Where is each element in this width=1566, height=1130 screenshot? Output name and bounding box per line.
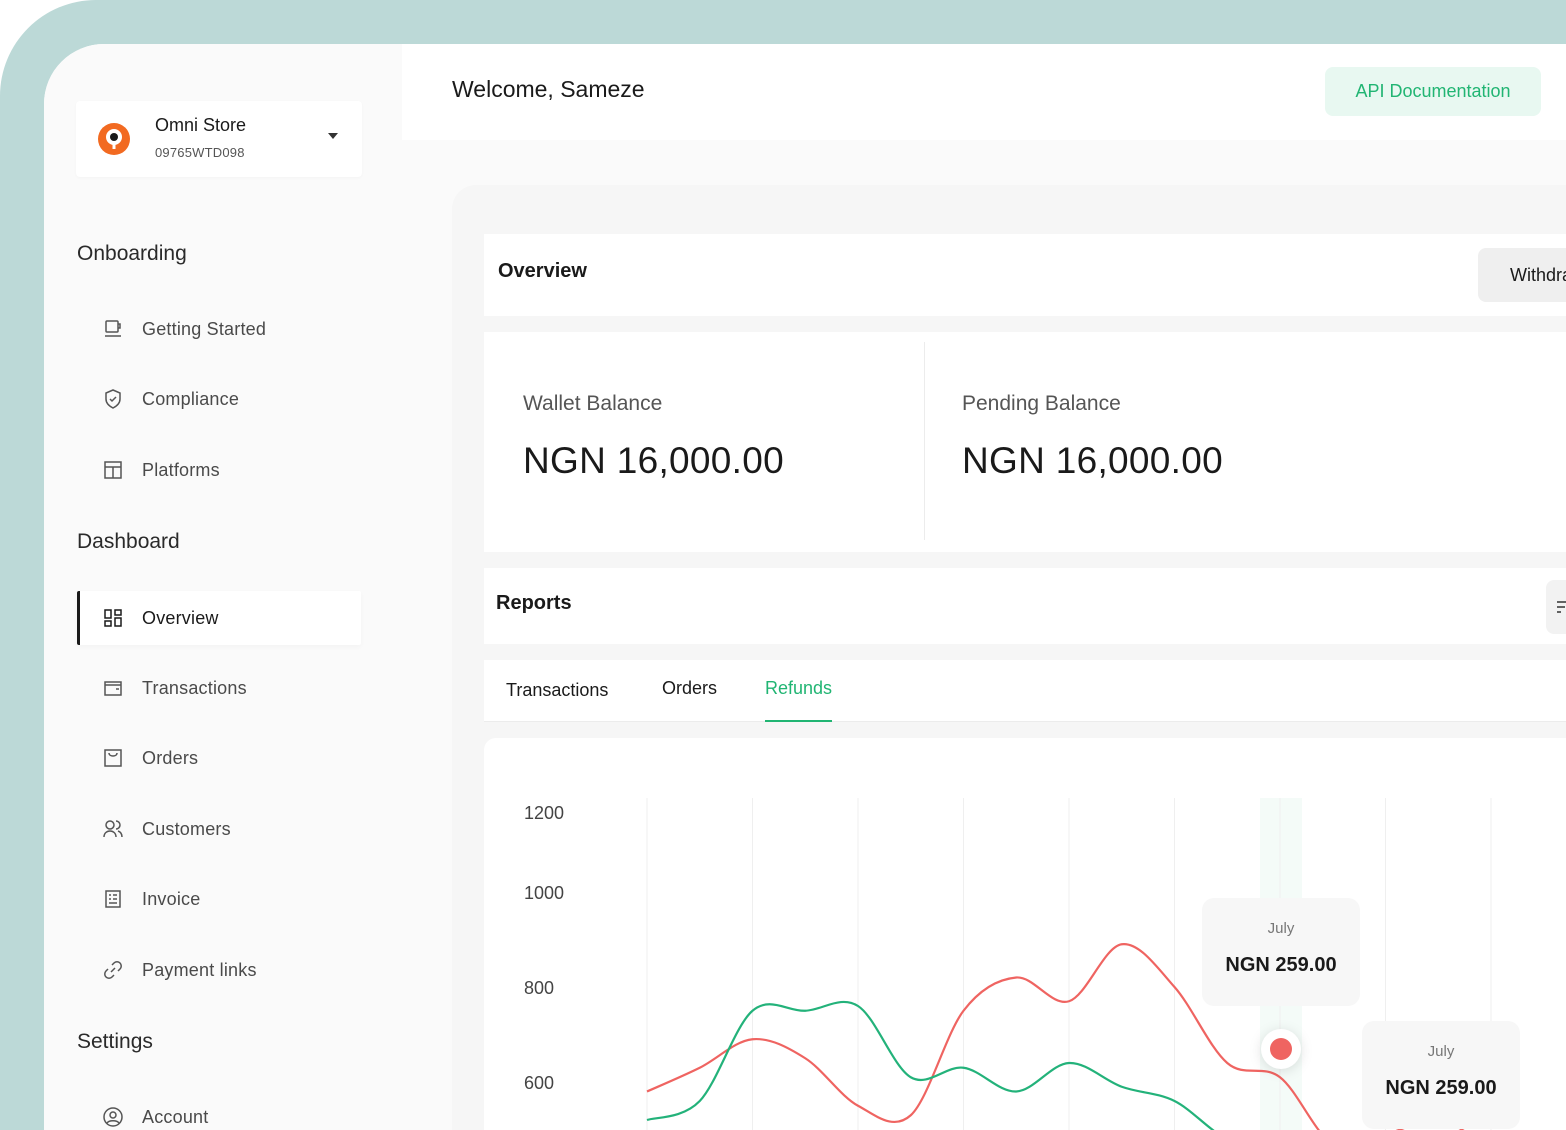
document-icon [101, 887, 125, 911]
sidebar-item-platforms[interactable]: Platforms [77, 443, 361, 497]
wallet-icon [101, 676, 125, 700]
reports-header: Reports [484, 568, 1566, 644]
wallet-balance-label: Wallet Balance [523, 392, 663, 415]
sidebar-item-label: Transactions [142, 677, 247, 698]
y-tick-label: 800 [524, 978, 554, 998]
tooltip-value: NGN 259.00 [1225, 954, 1337, 976]
bag-icon [101, 746, 125, 770]
sidebar-item-invoice[interactable]: Invoice [77, 872, 361, 926]
chart-tooltip: July NGN 259.00 [1362, 1021, 1520, 1129]
divider [924, 342, 925, 540]
section-title-dashboard: Dashboard [77, 530, 180, 553]
section-title-onboarding: Onboarding [77, 242, 187, 265]
filter-button[interactable] [1546, 580, 1566, 634]
sidebar-item-account[interactable]: Account [77, 1090, 361, 1130]
tooltip-value: NGN 259.00 [1385, 1077, 1497, 1099]
series-line-green [646, 1000, 1215, 1130]
highlighted-point[interactable] [1270, 1038, 1292, 1060]
report-tabs: Transactions Orders Refunds [484, 660, 1566, 722]
tooltip-month: July [1427, 1043, 1455, 1060]
overview-title: Overview [498, 260, 587, 282]
pending-balance-label: Pending Balance [962, 392, 1121, 415]
sidebar-item-customers[interactable]: Customers [77, 802, 361, 856]
y-tick-label: 600 [524, 1073, 554, 1093]
store-id: 09765WTD098 [155, 145, 245, 160]
tab-transactions[interactable]: Transactions [506, 680, 609, 700]
cup-icon [101, 317, 125, 341]
users-icon [101, 817, 125, 841]
sidebar-item-getting-started[interactable]: Getting Started [77, 302, 361, 356]
filter-icon [1557, 601, 1566, 613]
pending-balance-value: NGN 16,000.00 [962, 440, 1224, 481]
sidebar-item-label: Invoice [142, 888, 201, 909]
app-screen: Omni Store 09765WTD098 Onboarding Gettin… [44, 44, 1566, 1130]
sidebar-item-label: Compliance [142, 388, 240, 409]
grid-icon [101, 606, 125, 630]
sidebar-item-label: Platforms [142, 459, 220, 480]
sidebar: Omni Store 09765WTD098 Onboarding Gettin… [44, 44, 402, 1130]
sidebar-item-label: Orders [142, 747, 199, 768]
wallet-balance-value: NGN 16,000.00 [523, 440, 785, 481]
chart-tooltip: July NGN 259.00 [1202, 898, 1360, 1006]
chart-svg: 1200 1000 800 600 [524, 798, 1492, 1130]
y-tick-label: 1000 [524, 883, 564, 903]
page-title: Welcome, Sameze [452, 76, 645, 102]
sidebar-item-label: Customers [142, 818, 231, 839]
sidebar-item-label: Getting Started [142, 318, 267, 339]
store-logo-icon [98, 123, 130, 155]
withdraw-button[interactable]: Withdraw [1478, 248, 1566, 302]
caret-down-icon[interactable] [328, 133, 338, 139]
tab-refunds[interactable]: Refunds [765, 678, 833, 722]
y-tick-label: 1200 [524, 803, 564, 823]
tooltip-month: July [1267, 920, 1295, 937]
user-circle-icon [101, 1105, 125, 1129]
sidebar-item-compliance[interactable]: Compliance [77, 372, 361, 426]
shield-check-icon [101, 387, 125, 411]
reports-title: Reports [496, 592, 572, 614]
sidebar-item-label: Overview [142, 607, 219, 628]
sidebar-item-orders[interactable]: Orders [77, 731, 361, 785]
store-switcher[interactable]: Omni Store 09765WTD098 [76, 101, 362, 177]
refunds-chart: 1200 1000 800 600 July NGN 259.00 July NGN … [484, 738, 1566, 1130]
overview-header: Overview Withdraw [484, 234, 1566, 316]
tab-orders[interactable]: Orders [662, 678, 718, 698]
sidebar-item-payment-links[interactable]: Payment links [77, 943, 361, 997]
section-title-settings: Settings [77, 1030, 153, 1053]
api-documentation-button[interactable]: API Documentation [1325, 67, 1541, 116]
balance-card: Wallet Balance NGN 16,000.00 Pending Bal… [484, 332, 1566, 552]
sidebar-item-overview[interactable]: Overview [77, 591, 361, 645]
store-name: Omni Store [155, 115, 247, 135]
link-icon [101, 958, 125, 982]
sidebar-item-transactions[interactable]: Transactions [77, 661, 361, 715]
layout-icon [101, 458, 125, 482]
sidebar-item-label: Account [142, 1106, 209, 1127]
sidebar-item-label: Payment links [142, 959, 257, 980]
